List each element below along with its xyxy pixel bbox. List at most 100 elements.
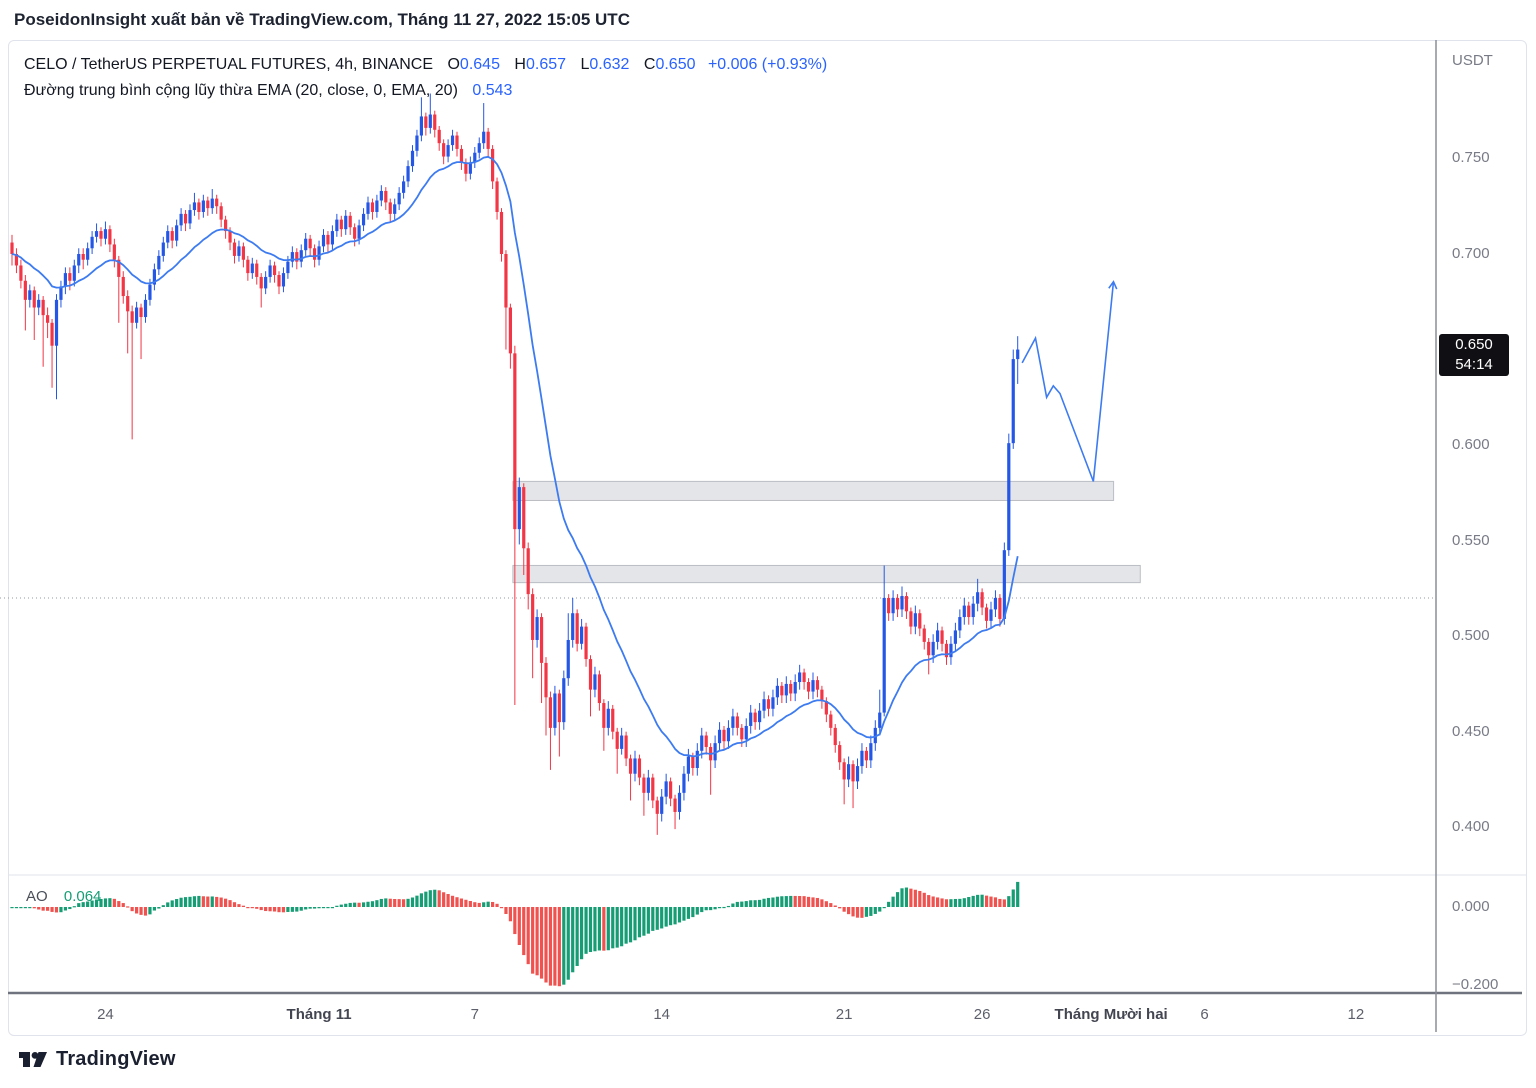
candle-body (522, 487, 526, 549)
candle-body (1007, 443, 1011, 551)
ao-bar (23, 907, 27, 909)
candle-body (54, 299, 59, 346)
ao-bar (557, 907, 561, 987)
ao-bar (72, 906, 76, 908)
price-tick-label: 0.400 (1452, 818, 1490, 836)
candle-body (23, 280, 27, 300)
candle-body (37, 299, 41, 308)
candle-body (575, 613, 579, 644)
ao-bar (606, 907, 610, 951)
ao-bar (473, 902, 477, 907)
ao-bar (740, 901, 744, 907)
candle-body (557, 693, 561, 723)
ao-bar (468, 900, 472, 907)
ao-bar (286, 907, 290, 912)
ao-bar (802, 896, 806, 907)
ao-bar (121, 903, 125, 907)
candle-body (277, 275, 281, 287)
ao-bar (895, 892, 900, 907)
candle-body (913, 613, 917, 627)
low-label: L (580, 56, 590, 73)
ao-bar (77, 903, 81, 907)
candle-body (99, 231, 103, 239)
ao-bar (971, 895, 975, 907)
candle-body (77, 254, 81, 266)
ao-bar (135, 907, 139, 914)
ao-bar (250, 907, 254, 909)
ao-bar (491, 901, 495, 907)
candle-body (379, 190, 383, 201)
time-tick-label: 6 (1200, 1006, 1209, 1023)
candle-body (339, 219, 343, 230)
candle-body (388, 202, 392, 214)
candle-body (464, 162, 468, 174)
supply-zone[interactable] (512, 564, 1141, 584)
ao-bar (19, 907, 23, 909)
price-tick-label: 0.450 (1452, 722, 1490, 740)
ao-bar (10, 907, 14, 909)
ao-bar (139, 907, 143, 915)
candle-body (148, 284, 152, 300)
candle-body (237, 246, 241, 256)
ao-bar (179, 897, 183, 907)
ao-bar (664, 907, 668, 927)
candle-body (210, 198, 214, 209)
ao-bar (170, 900, 174, 907)
supply-zone[interactable] (512, 480, 1115, 501)
ao-indicator-legend[interactable]: AO 0.064 (26, 888, 101, 905)
candle-body (784, 683, 788, 696)
candle-body (344, 215, 348, 230)
candle-body (468, 162, 472, 174)
ao-bar (833, 905, 837, 907)
open-value: 0.645 (459, 56, 500, 73)
close-label: C (643, 56, 656, 73)
tradingview-footer[interactable]: TradingView (18, 1046, 176, 1072)
ao-bar (976, 894, 980, 907)
high-label: H (514, 56, 526, 73)
candle-body (232, 242, 237, 256)
ao-bar (513, 907, 517, 935)
ao-bar (953, 898, 957, 907)
candle-body (762, 699, 766, 711)
ao-tick-label: −0.200 (1452, 976, 1499, 993)
candle-body (918, 613, 922, 629)
candle-body (450, 135, 455, 146)
ao-bar (112, 898, 116, 907)
candle-body (228, 231, 232, 243)
ao-bar (855, 907, 860, 918)
candle-body (81, 254, 85, 260)
ao-bar (611, 907, 615, 949)
ao-bar (63, 907, 67, 911)
candle-body (838, 745, 842, 763)
ao-bar (713, 907, 717, 910)
ao-bar (375, 900, 379, 907)
ao-bar (166, 902, 170, 907)
ao-bar (758, 899, 762, 907)
ao-bar (143, 907, 148, 916)
candle-body (250, 263, 254, 274)
candle-body (793, 682, 797, 694)
chart-legend: CELO / TetherUS PERPETUAL FUTURES, 4h, B… (24, 52, 827, 104)
symbol-title[interactable]: CELO / TetherUS PERPETUAL FUTURES, 4h, B… (24, 56, 434, 73)
ao-bar (588, 907, 593, 953)
ao-bar (544, 907, 548, 983)
ao-bar (393, 899, 397, 907)
ao-bar (317, 907, 321, 909)
candle-body (335, 219, 339, 232)
candle-body (321, 234, 326, 247)
ao-bar (126, 906, 130, 908)
ao-bar (936, 897, 940, 907)
ao-bar (326, 907, 330, 909)
candle-body (829, 714, 833, 728)
ao-bar (437, 890, 441, 907)
ao-bar (913, 889, 917, 907)
ao-bar (103, 898, 108, 907)
ao-bar (539, 907, 544, 979)
candle-body (673, 798, 677, 812)
ao-bar (749, 900, 753, 907)
ao-bar (397, 899, 401, 907)
projection-arrow-line[interactable] (1021, 280, 1118, 482)
ema-indicator-title[interactable]: Đường trung bình cộng lũy thừa EMA (20, … (24, 82, 458, 99)
ao-bar (366, 901, 370, 907)
